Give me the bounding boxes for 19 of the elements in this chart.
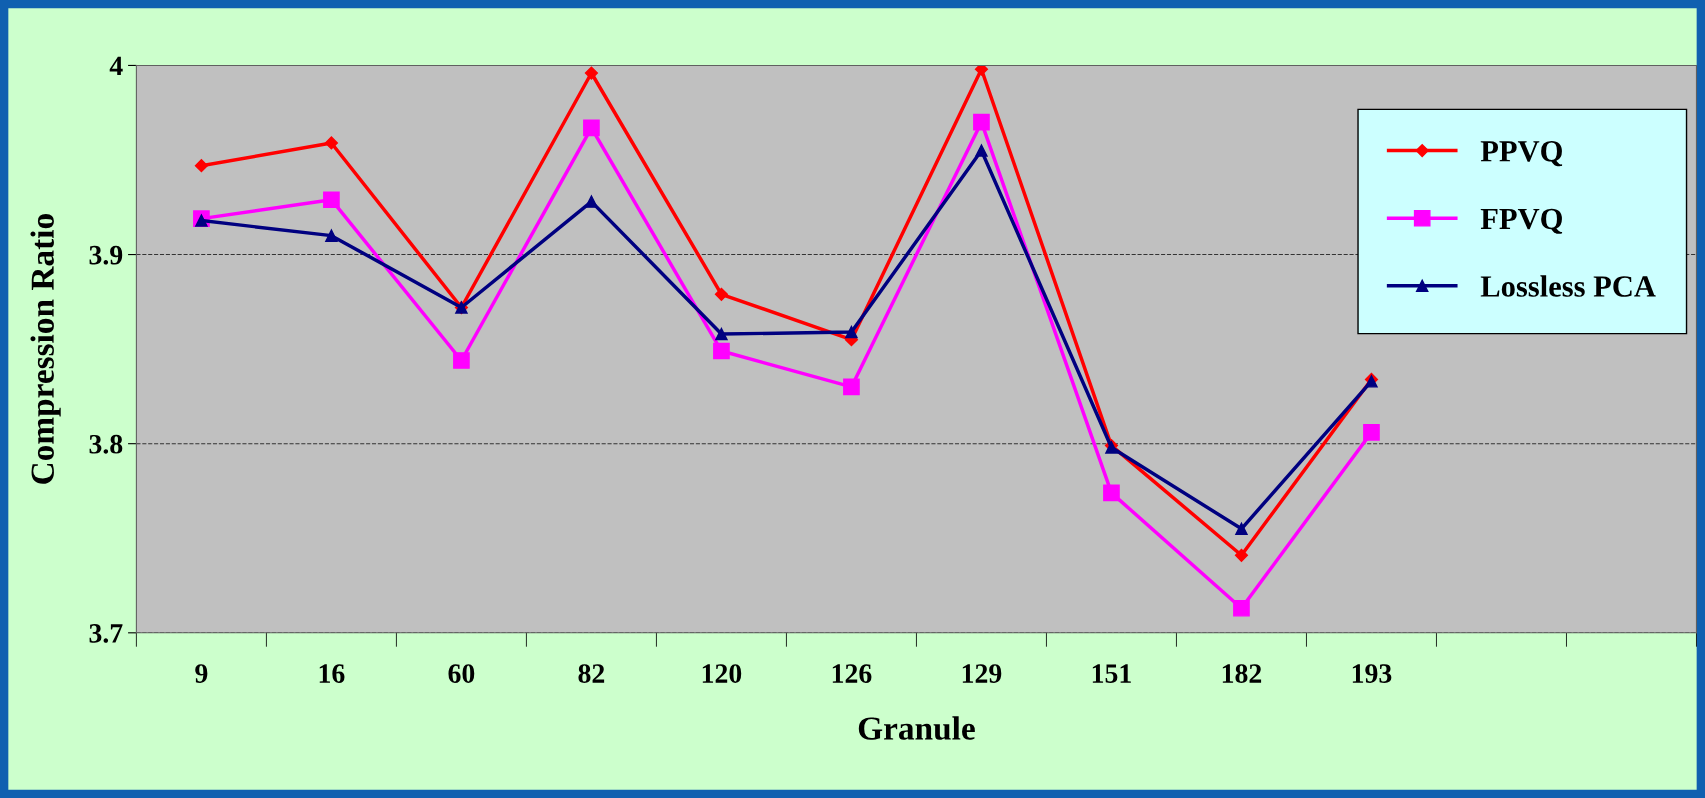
y-tick-label: 4 <box>109 56 123 76</box>
x-tick-label: 9 <box>195 664 208 683</box>
x-tick-label: 182 <box>1222 664 1262 683</box>
x-tick-label: 126 <box>832 664 872 683</box>
x-axis-title: Granule <box>858 716 975 740</box>
y-tick-label: 3.8 <box>89 434 123 454</box>
legend-label: PPVQ <box>1480 141 1563 167</box>
legend-label: FPVQ <box>1480 208 1563 234</box>
legend-label: Lossless PCA <box>1480 275 1656 297</box>
y-tick-label: 3.9 <box>89 245 123 265</box>
y-tick-label: 3.7 <box>89 624 123 643</box>
x-tick-label: 16 <box>319 664 345 683</box>
x-tick-label: 151 <box>1092 664 1131 683</box>
x-tick-label: 129 <box>962 664 1002 683</box>
x-tick-label: 60 <box>448 664 475 683</box>
x-tick-label: 193 <box>1352 664 1392 683</box>
x-tick-label: 120 <box>702 664 742 683</box>
y-axis-title: Compression Ratio <box>30 214 61 484</box>
x-tick-label: 82 <box>578 664 605 683</box>
